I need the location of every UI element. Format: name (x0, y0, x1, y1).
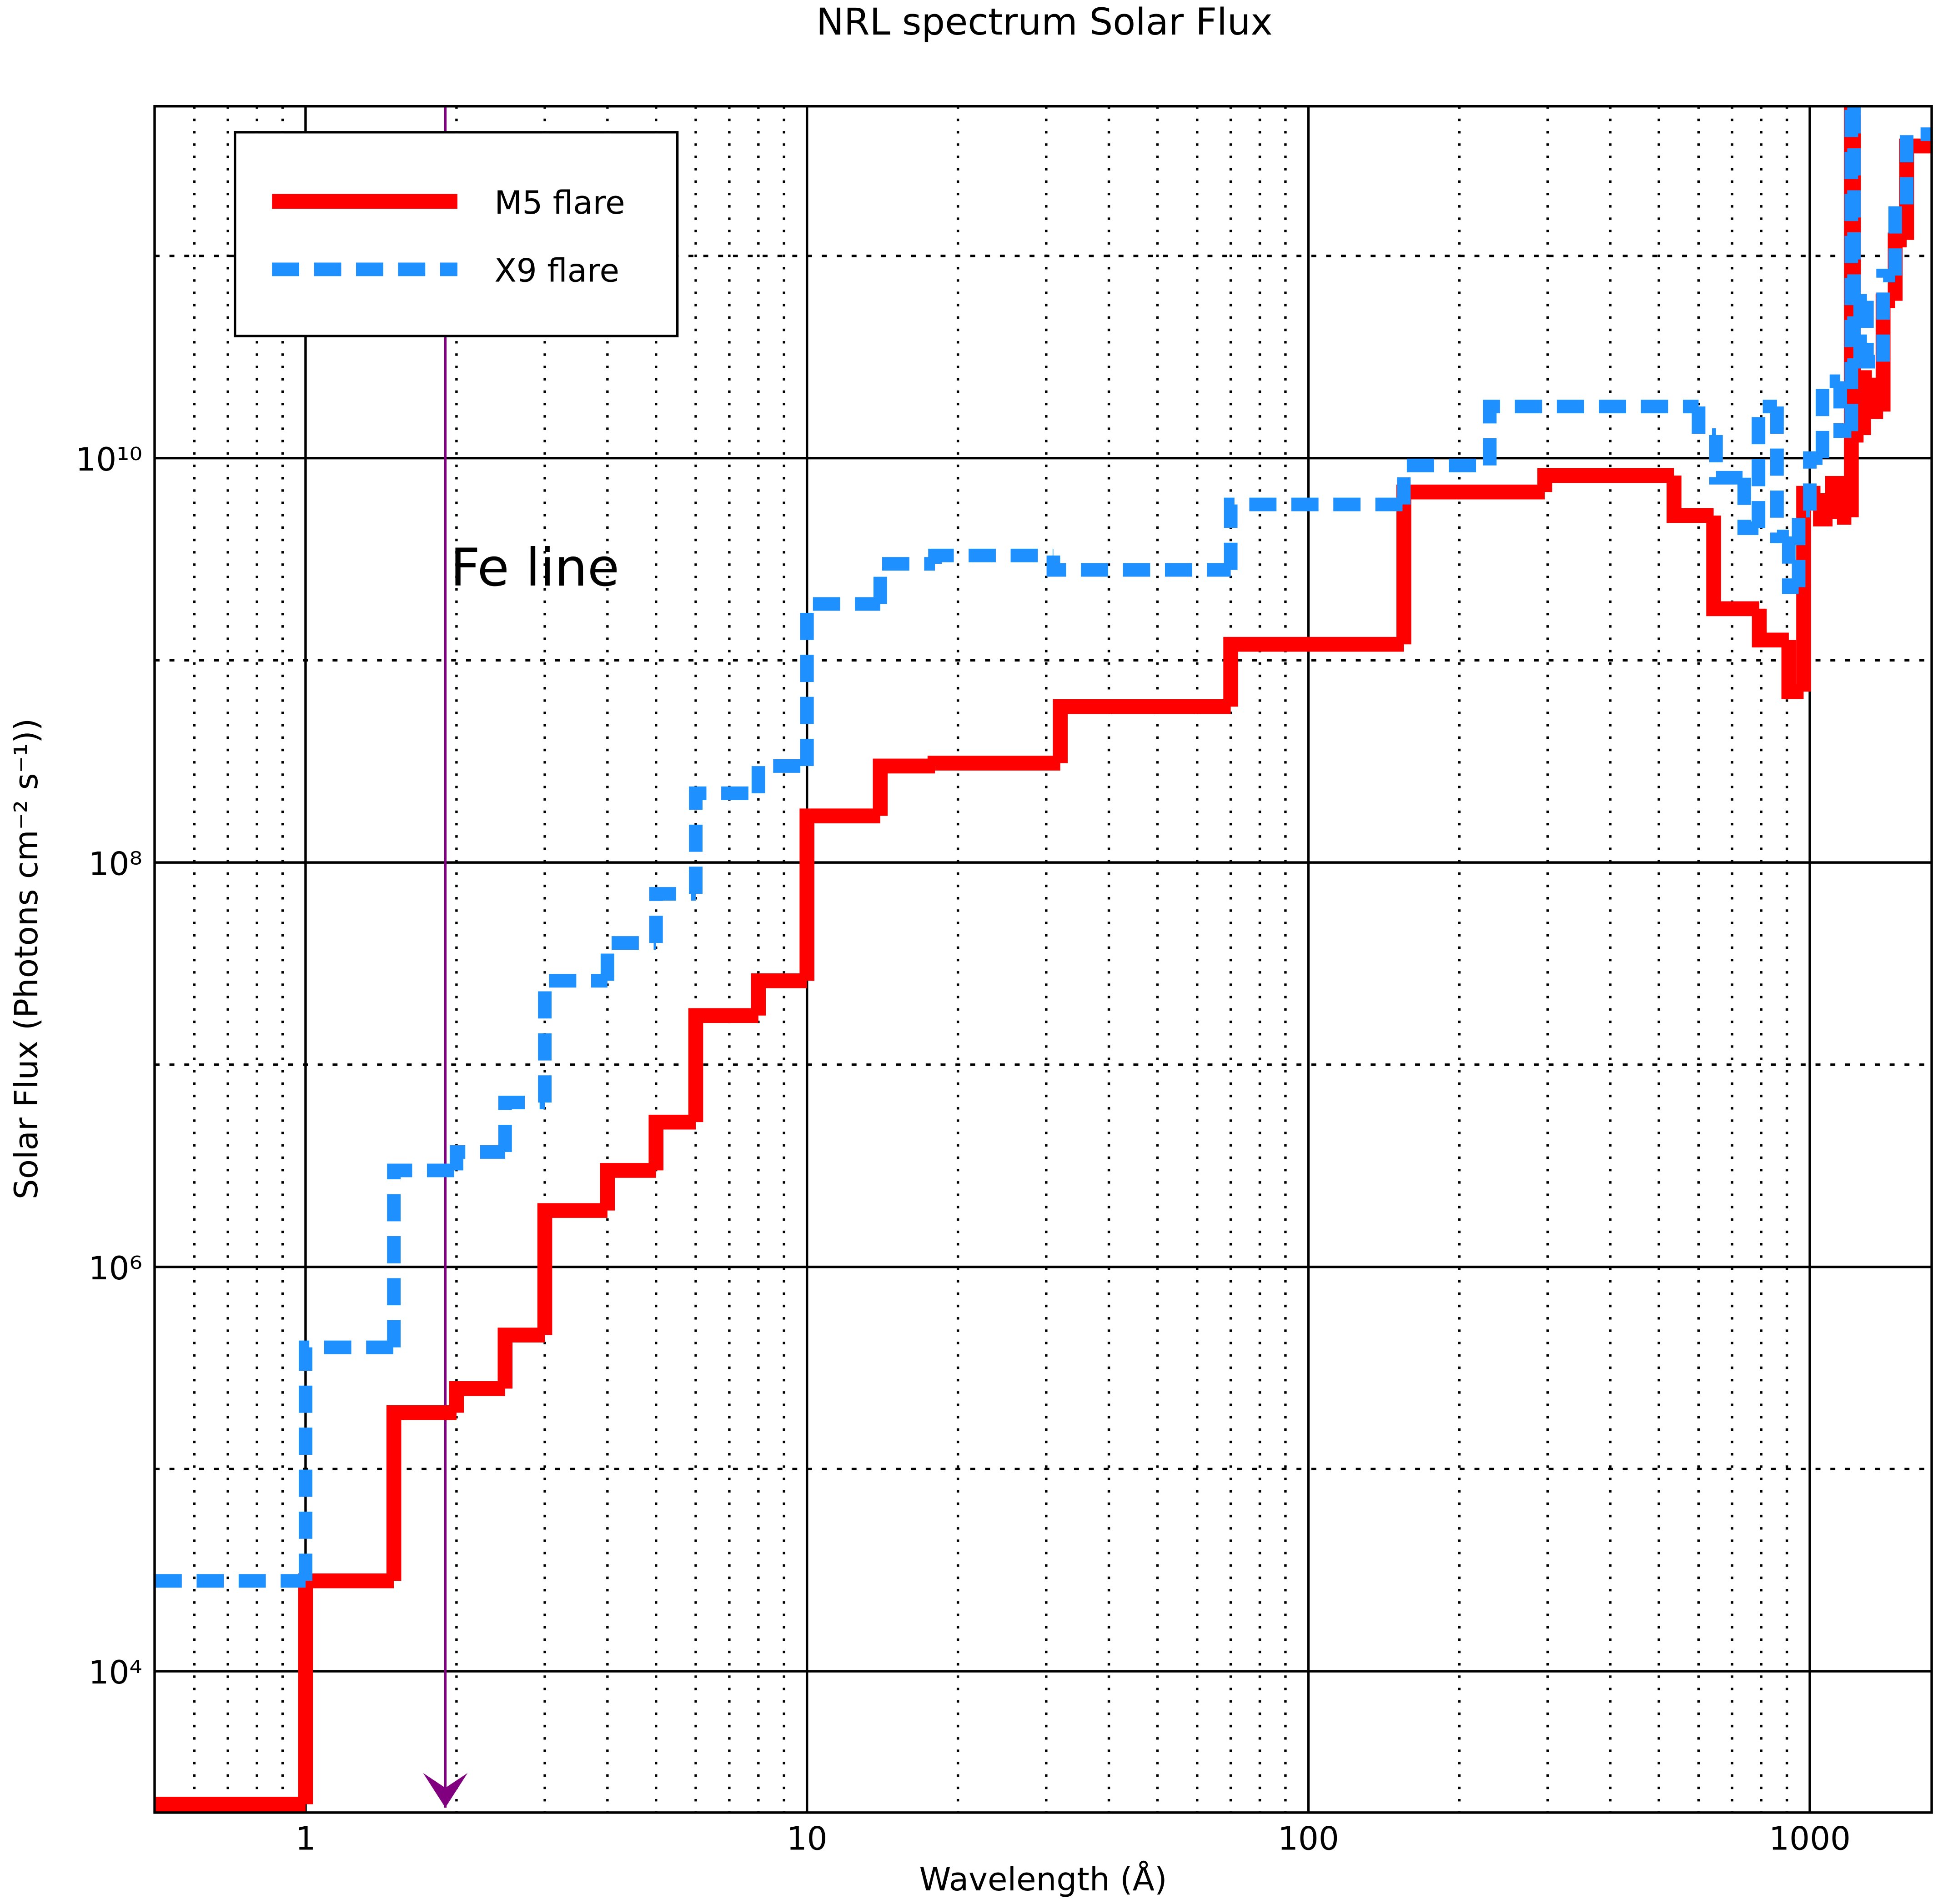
step-segment (497, 1328, 545, 1389)
step-segment (1667, 476, 1714, 523)
series-1 (155, 106, 1932, 1588)
step-segment (449, 1145, 505, 1171)
x-tick-label: 10 (787, 1819, 828, 1857)
y-tick-label: 10⁶ (89, 1249, 142, 1287)
step-segment (387, 1163, 457, 1348)
step-segment (689, 786, 758, 894)
step-segment (1537, 468, 1674, 492)
step-segment (1781, 640, 1804, 699)
step-segment (1223, 636, 1404, 707)
step-segment (688, 1008, 758, 1122)
step-segment (751, 759, 807, 793)
legend-label: X9 flare (494, 252, 619, 290)
step-segment (386, 1405, 457, 1581)
step-segment (927, 756, 1060, 771)
step-segment (1792, 504, 1810, 587)
step-segment (649, 887, 696, 943)
step-segment (751, 973, 807, 1016)
x-tick-label: 100 (1278, 1819, 1339, 1857)
step-segment (1706, 516, 1760, 616)
step-segment (1900, 127, 1932, 205)
y-axis-label: Solar Flux (Photons cm⁻² s⁻¹)) (7, 718, 45, 1199)
step-segment (1813, 493, 1833, 526)
x-axis-label: Wavelength (Å) (919, 1860, 1167, 1898)
legend-box (233, 131, 679, 337)
step-segment (1825, 476, 1845, 519)
step-segment (449, 1381, 505, 1413)
step-segment (1846, 115, 1864, 443)
step-segment (1816, 374, 1841, 458)
step-segment (1856, 370, 1872, 436)
annotation-arrowhead (423, 1773, 468, 1808)
step-segment (1053, 699, 1231, 763)
y-tick-label: 10⁸ (89, 845, 142, 882)
step-segment (600, 1163, 656, 1211)
step-segment (1692, 406, 1716, 442)
x-tick-label: 1000 (1769, 1819, 1851, 1857)
step-segment (1752, 608, 1789, 648)
step-segment (1483, 400, 1699, 466)
step-segment (873, 557, 935, 604)
plot-frame (153, 105, 1933, 1814)
step-segment (1397, 458, 1490, 505)
ticks: 1 10 100 1000 10⁴ 10⁶ 10⁸ 10¹⁰ (75, 441, 1851, 1858)
y-tick-label: 10¹⁰ (75, 441, 142, 478)
step-segment (928, 548, 1054, 564)
plot-area (155, 106, 1932, 1812)
step-segment (1860, 301, 1883, 369)
y-tick-label: 10⁴ (89, 1653, 142, 1691)
legend: M5 flare X9 flare (233, 131, 679, 337)
step-segment (498, 1096, 545, 1152)
step-segment (1888, 197, 1907, 276)
step-segment (1847, 106, 1861, 369)
annotation-label: Fe line (450, 537, 619, 598)
step-segment (537, 1203, 608, 1335)
chart-title: NRL spectrum Solar Flux (816, 0, 1273, 44)
step-segment (648, 1114, 696, 1171)
step-segment (799, 808, 880, 981)
step-segment (1224, 497, 1404, 570)
step-segment (1046, 555, 1231, 577)
legend-label: M5 flare (494, 184, 625, 221)
step-segment (299, 1340, 394, 1581)
step-segment (1709, 435, 1744, 485)
step-segment (600, 936, 656, 981)
step-segment (800, 597, 880, 766)
step-segment (873, 758, 935, 816)
x-tick-label: 1 (295, 1819, 316, 1857)
